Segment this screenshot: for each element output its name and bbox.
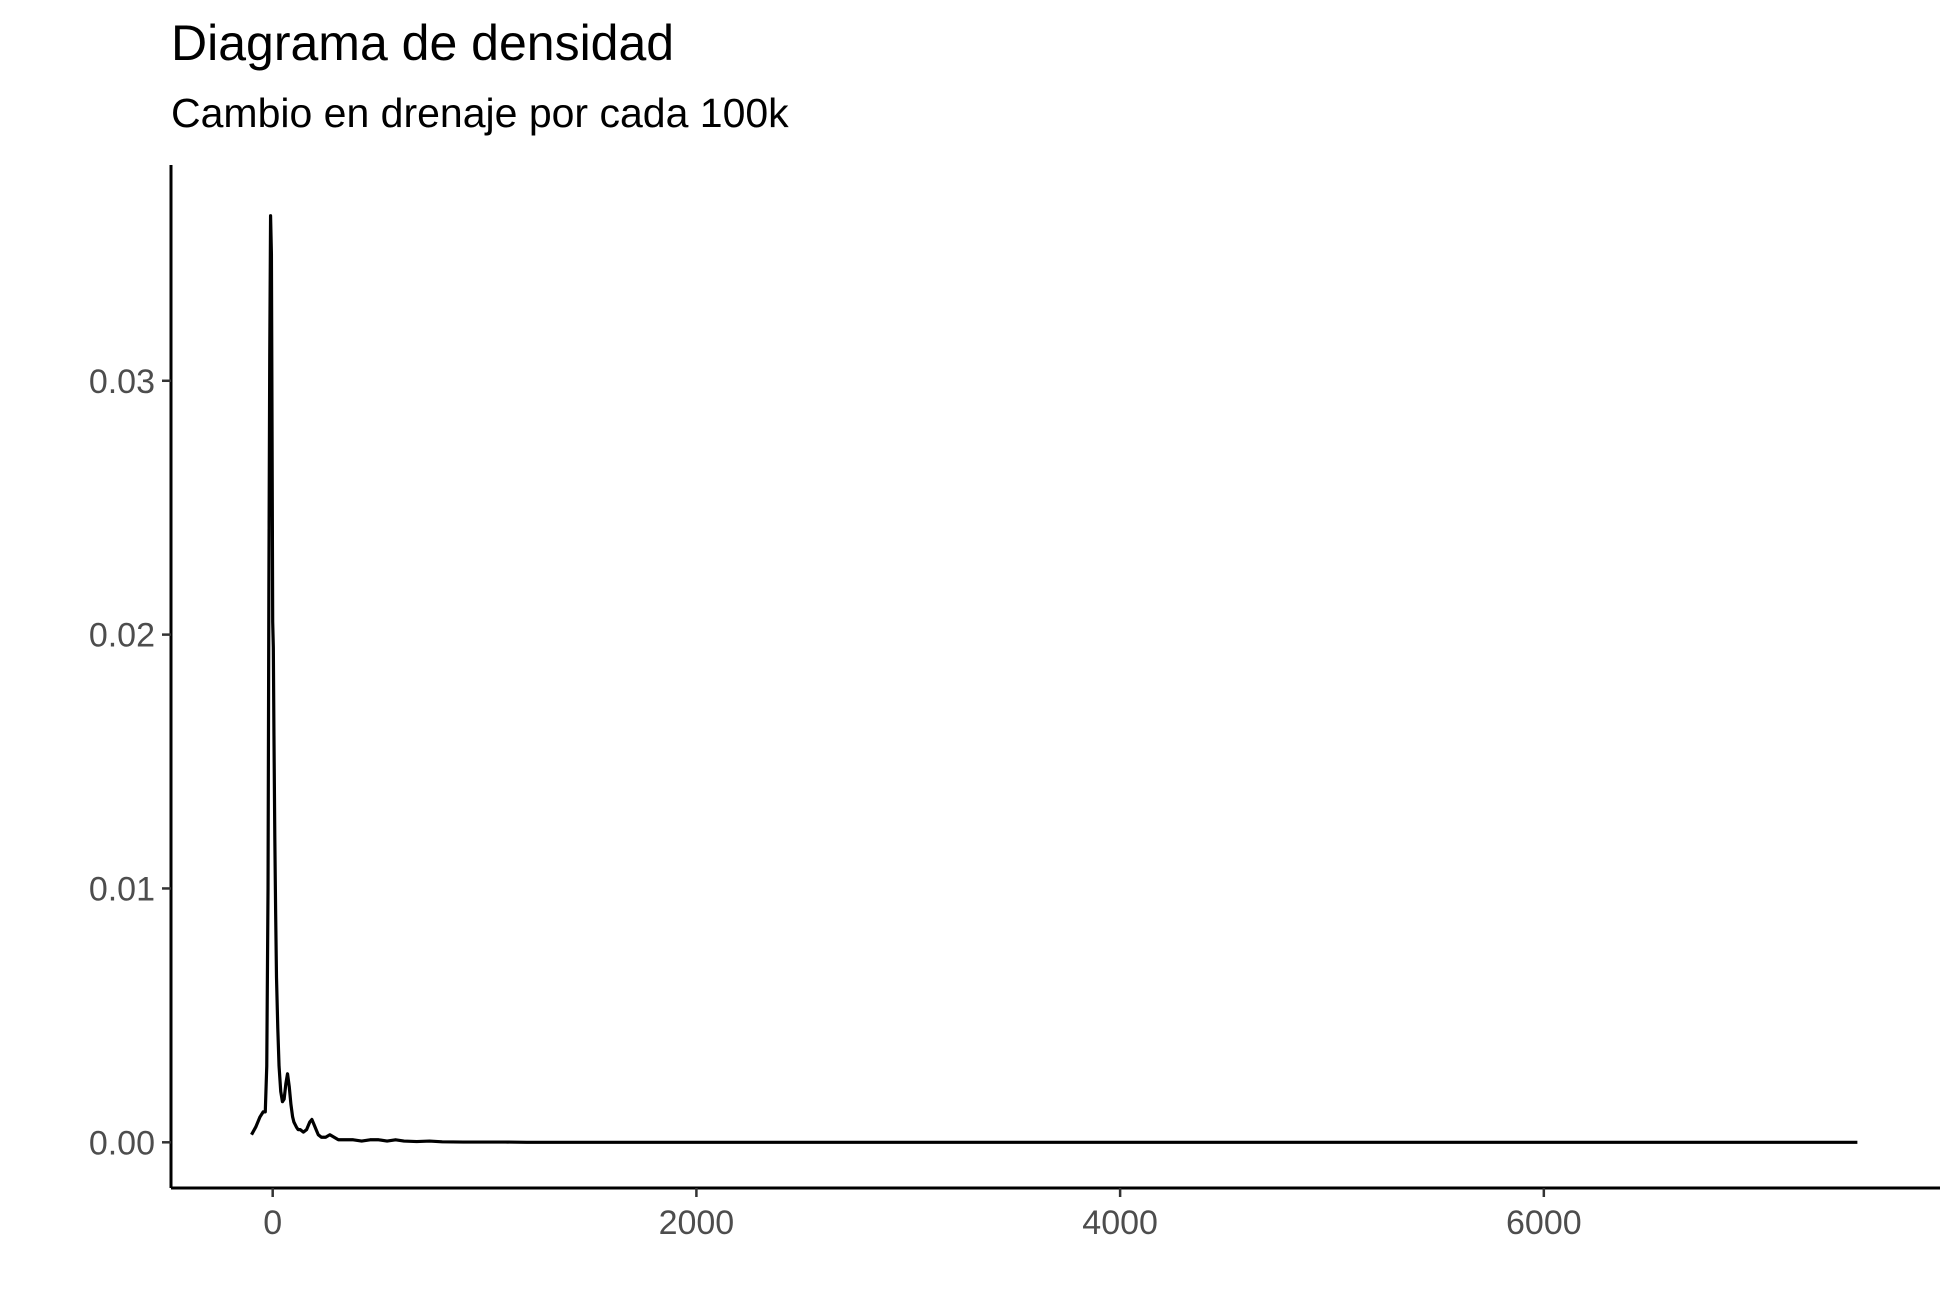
- y-tick-label: 0.02: [89, 617, 155, 655]
- series-layer: [250, 214, 1858, 1144]
- y-tick-label: 0.03: [89, 363, 155, 401]
- chart-subtitle: Cambio en drenaje por cada 100k: [171, 90, 789, 136]
- x-tick-label: 2000: [659, 1204, 735, 1242]
- axes: 0.00 0.01 0.02 0.03 0 2000 4000 6000: [89, 165, 1940, 1242]
- chart-title: Diagrama de densidad: [171, 15, 675, 71]
- x-tick-label: 4000: [1082, 1204, 1158, 1242]
- density-line: [250, 214, 1858, 1144]
- x-tick-label: 0: [263, 1204, 282, 1242]
- y-tick-label: 0.01: [89, 870, 155, 908]
- y-tick-label: 0.00: [89, 1124, 155, 1162]
- x-tick-label: 6000: [1506, 1204, 1582, 1242]
